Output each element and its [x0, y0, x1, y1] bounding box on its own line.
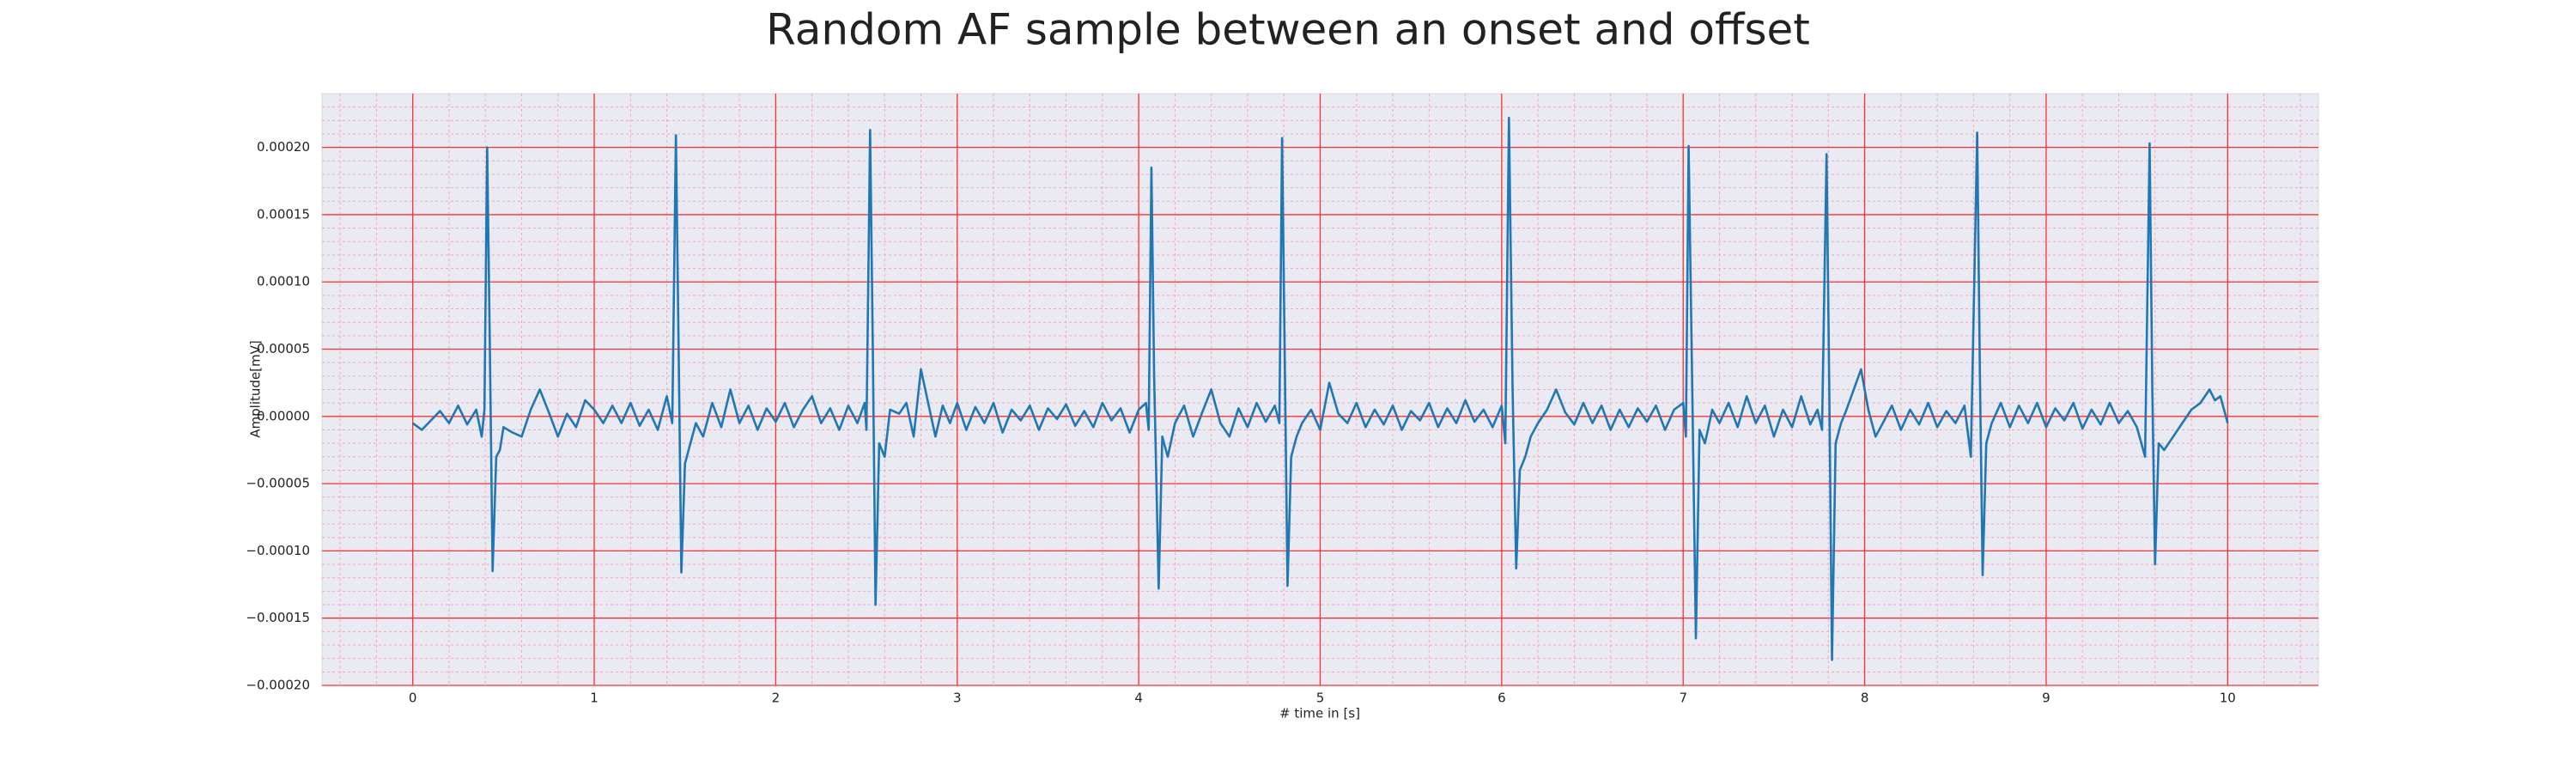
- x-tick-label: 4: [1134, 691, 1143, 706]
- y-tick-label: −0.00005: [246, 476, 310, 491]
- x-tick-label: 9: [2042, 691, 2050, 706]
- x-tick-label: 1: [590, 691, 598, 706]
- x-tick-label: 10: [2220, 691, 2236, 706]
- x-axis-label: # time in [s]: [1279, 706, 1360, 721]
- x-tick-label: 0: [409, 691, 417, 706]
- y-tick-label: −0.00010: [246, 543, 310, 558]
- x-tick-label: 2: [772, 691, 781, 706]
- x-tick-label: 7: [1679, 691, 1687, 706]
- y-tick-label: −0.00015: [246, 610, 310, 625]
- y-tick-label: 0.00005: [257, 341, 310, 356]
- x-tick-label: 6: [1498, 691, 1506, 706]
- x-tick-label: 3: [953, 691, 962, 706]
- y-tick-label: 0.00000: [257, 408, 310, 423]
- x-tick-label: 5: [1316, 691, 1325, 706]
- y-tick-label: −0.00020: [246, 678, 310, 693]
- chart-title: Random AF sample between an onset and of…: [766, 5, 1810, 55]
- signal-line: [411, 116, 2229, 661]
- y-tick-label: 0.00010: [257, 274, 310, 289]
- y-tick-label: 0.00020: [257, 139, 310, 155]
- y-axis-label: Amplitude[mV]: [248, 340, 264, 437]
- x-tick-label: 8: [1861, 691, 1869, 706]
- y-tick-label: 0.00015: [257, 206, 310, 222]
